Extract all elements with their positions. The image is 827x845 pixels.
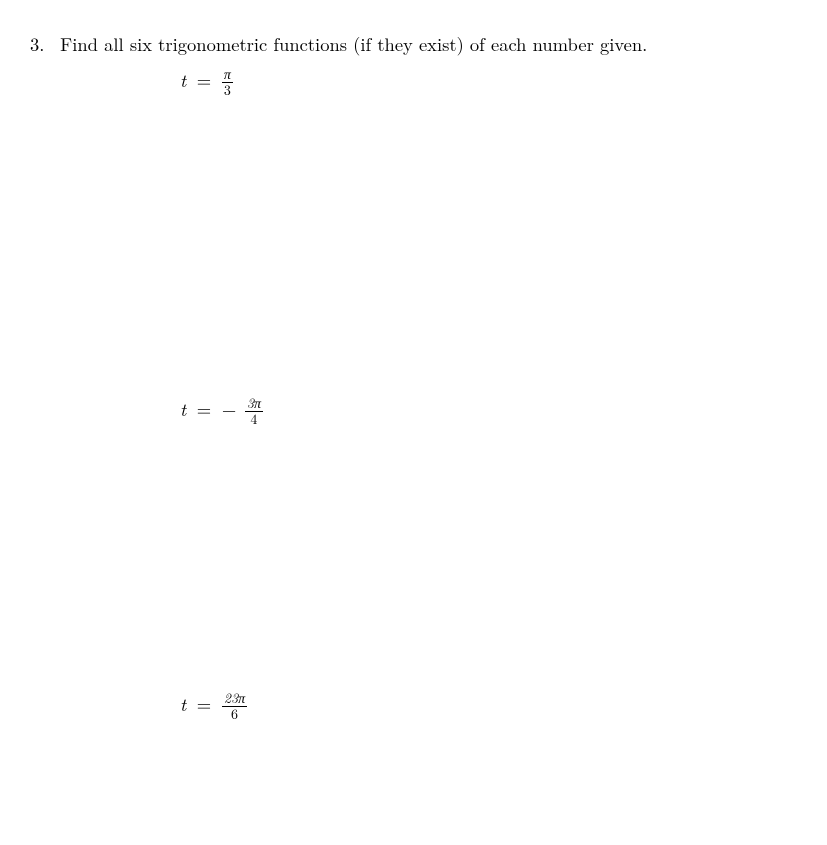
equation-3: t = 23π 6 [180, 691, 247, 722]
minus-sign: − [222, 396, 236, 422]
denominator: 4 [245, 411, 263, 427]
equals-sign: = [197, 691, 211, 717]
denominator: 3 [222, 82, 233, 98]
equation-lhs: t [180, 691, 186, 717]
problem-text: Find all six trigonometric functions (if… [60, 31, 647, 57]
problem-statement: 3. Find all six trigonometric functions … [30, 32, 647, 58]
problem-number: 3. [30, 32, 54, 58]
equation-2: t = − 3π 4 [180, 396, 263, 427]
fraction: 3π 4 [245, 396, 263, 426]
denominator: 6 [222, 706, 247, 722]
fraction: π 3 [222, 67, 233, 97]
equation-lhs: t [180, 396, 186, 422]
fraction: 23π 6 [222, 691, 247, 721]
equation-1: t = π 3 [180, 67, 233, 98]
equals-sign: = [197, 396, 211, 422]
equation-lhs: t [180, 67, 186, 93]
equals-sign: = [197, 67, 211, 93]
